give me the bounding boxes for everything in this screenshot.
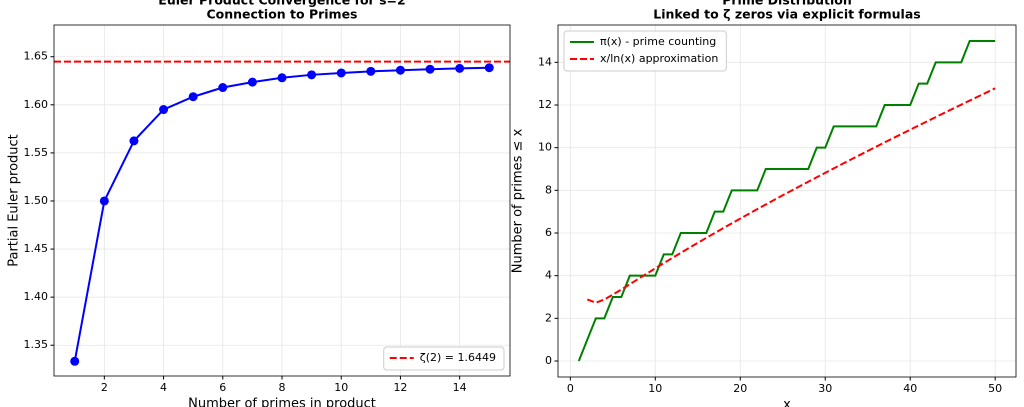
chart-title: Linked to ζ zeros via explicit formulas <box>653 7 920 22</box>
marker <box>484 63 494 73</box>
y-tick-label: 1.40 <box>24 290 49 303</box>
legend-box <box>563 30 727 72</box>
marker <box>307 70 317 80</box>
marker <box>395 65 405 75</box>
marker <box>159 105 169 115</box>
marker <box>70 356 80 366</box>
y-axis-label: Partial Euler product <box>7 134 22 267</box>
y-tick-label: 2 <box>545 311 552 324</box>
x-tick-label: 2 <box>101 381 108 394</box>
plot-frame <box>557 24 1017 378</box>
marker <box>188 92 198 102</box>
y-tick-label: 1.35 <box>24 338 49 351</box>
y-tick-label: 4 <box>545 269 552 282</box>
marker <box>336 68 346 78</box>
x-tick-label: 30 <box>818 382 832 395</box>
x-tick-label: 20 <box>733 382 747 395</box>
x-tick-label: 12 <box>393 381 407 394</box>
legend-box <box>383 346 505 371</box>
y-tick-label: 1.45 <box>24 242 49 255</box>
y-tick-label: 8 <box>545 183 552 196</box>
plot-frame <box>53 24 511 377</box>
x-tick-label: 40 <box>903 382 917 395</box>
y-tick-label: 6 <box>545 226 552 239</box>
y-tick-label: 1.55 <box>24 146 49 159</box>
chart-title: Prime Distribution <box>722 0 852 8</box>
x-tick-label: 14 <box>453 381 467 394</box>
y-tick-label: 12 <box>538 98 552 111</box>
chart-title: Euler Product Convergence for s=2 <box>158 0 405 8</box>
x-tick-label: 50 <box>988 382 1002 395</box>
y-tick-label: 0 <box>545 354 552 367</box>
series-line <box>586 87 996 304</box>
marker <box>425 64 435 74</box>
x-tick-label: 10 <box>334 381 348 394</box>
x-axis-label: Number of primes in product <box>188 397 376 407</box>
marker <box>218 83 228 93</box>
marker <box>99 196 109 206</box>
x-tick-label: 6 <box>219 381 226 394</box>
legend: π(x) - prime counting x/ln(x) approximati… <box>563 30 727 72</box>
y-tick-label: 1.65 <box>24 50 49 63</box>
y-axis-label: Number of primes ≤ x <box>511 128 526 273</box>
marker <box>129 136 139 146</box>
series-line <box>577 40 996 362</box>
x-tick-label: 8 <box>279 381 286 394</box>
legend-label: π(x) - prime counting <box>600 35 716 48</box>
chart: Euler Product Convergence for s=2Connect… <box>7 0 511 407</box>
x-tick-label: 4 <box>160 381 167 394</box>
marker <box>366 66 376 76</box>
y-tick-label: 14 <box>538 55 552 68</box>
y-tick-label: 10 <box>538 141 552 154</box>
chart-title: Connection to Primes <box>206 7 357 22</box>
marker <box>277 73 287 83</box>
legend: ζ(2) = 1.6449 <box>383 346 505 371</box>
legend-label: ζ(2) = 1.6449 <box>420 351 496 364</box>
y-tick-label: 1.60 <box>24 98 49 111</box>
x-tick-label: 0 <box>567 382 574 395</box>
x-tick-label: 10 <box>648 382 662 395</box>
marker <box>247 77 257 87</box>
legend-label: x/ln(x) approximation <box>600 52 718 65</box>
y-tick-label: 1.50 <box>24 194 49 207</box>
x-axis-label: x <box>783 398 791 407</box>
marker <box>455 63 465 73</box>
